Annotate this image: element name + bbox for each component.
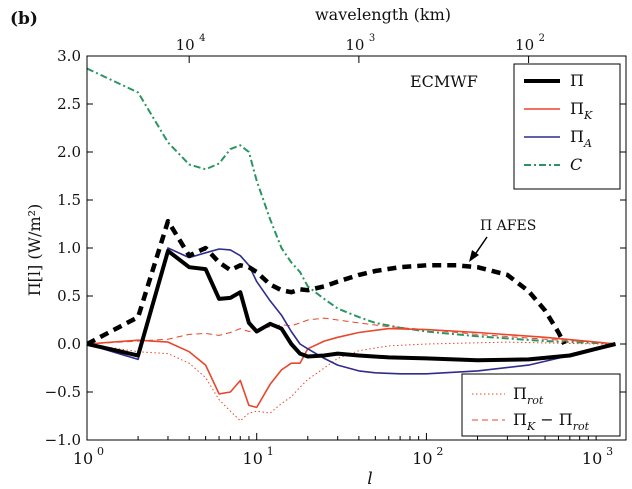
x-tick-label: 10 <box>582 449 602 468</box>
top-tick-label: 10 <box>515 36 534 54</box>
x-tick-label: 10 <box>243 449 263 468</box>
legend-label: Πrot <box>513 384 544 407</box>
x-tick-label: 10 <box>73 449 93 468</box>
series-line-PiRot <box>87 341 616 422</box>
legend-label: Π <box>570 71 584 90</box>
top-tick-exponent: 2 <box>539 33 545 44</box>
x-tick-exponent: 1 <box>267 445 274 458</box>
y-tick-label: 2.5 <box>57 95 81 113</box>
y-tick-label: −1.0 <box>45 431 81 449</box>
top-tick-label: 10 <box>176 36 195 54</box>
series-line-C <box>87 67 616 345</box>
y-tick-label: 0.5 <box>57 287 81 305</box>
series-line-Pi <box>87 248 616 363</box>
y-tick-label: −0.5 <box>45 383 81 401</box>
y-tick-label: 3.0 <box>57 47 81 65</box>
afes-annotation: Π AFES <box>480 218 536 234</box>
panel-label: (b) <box>10 9 38 29</box>
series-layer <box>87 67 616 422</box>
top-tick-exponent: 3 <box>369 33 375 44</box>
legend-lower: Πrot ΠK − Πrot <box>461 373 621 437</box>
y-tick-label: 0.0 <box>57 335 81 353</box>
top-tick-label: 10 <box>345 36 364 54</box>
top-axis-label: wavelength (km) <box>315 5 451 24</box>
top-tick-exponent: 4 <box>199 33 205 44</box>
y-tick-label: 2.0 <box>57 143 81 161</box>
legend-label: ΠK − Πrot <box>513 410 590 433</box>
legend-label: ΠK <box>570 99 593 122</box>
legend-upper-box <box>513 63 621 190</box>
x-tick-label: 10 <box>412 449 432 468</box>
afes-arrow <box>469 236 488 262</box>
legend-label: C <box>570 155 582 174</box>
x-tick-exponent: 0 <box>97 445 104 458</box>
series-line-AFES <box>87 218 567 346</box>
model-label: ECMWF <box>410 72 478 91</box>
y-axis-label: Π[l] (W/m²) <box>25 204 44 297</box>
x-tick-exponent: 2 <box>436 445 443 458</box>
legend-upper: Π ΠK ΠA C <box>513 63 621 190</box>
series-line-PiK <box>87 327 616 409</box>
y-tick-label: 1.0 <box>57 239 81 257</box>
series-line-PiA <box>87 247 616 375</box>
legend-lower-box <box>461 373 621 437</box>
x-tick-exponent: 3 <box>606 445 613 458</box>
x-axis-label: l <box>367 469 372 489</box>
tick-layer: −1.0 −0.5 0.0 0.5 1.0 1.5 2.0 2.5 3.0 10 0 10 1 10 2 10… <box>45 33 626 468</box>
legend-label: ΠA <box>570 127 592 150</box>
y-tick-label: 1.5 <box>57 191 81 209</box>
